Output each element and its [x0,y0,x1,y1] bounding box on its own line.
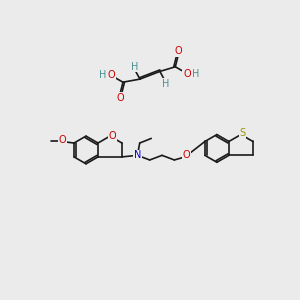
Text: O: O [58,135,66,145]
Text: H: H [131,62,138,72]
Text: N: N [134,150,141,160]
Text: O: O [108,70,115,80]
Text: O: O [183,150,190,160]
Text: H: H [192,69,199,79]
Text: H: H [99,70,106,80]
Text: H: H [162,79,169,89]
Text: S: S [239,128,245,138]
Text: O: O [109,131,116,141]
Text: O: O [183,69,191,79]
Text: O: O [116,93,124,103]
Text: O: O [175,46,182,56]
